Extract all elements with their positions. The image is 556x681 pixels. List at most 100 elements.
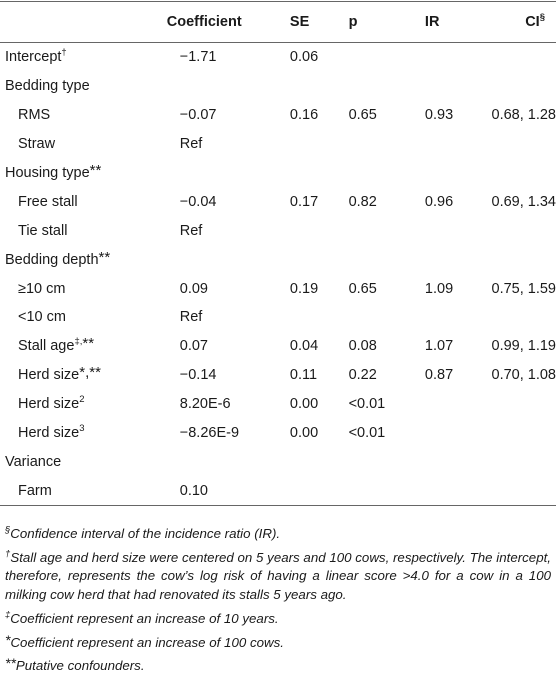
- coef-cell: 0.07: [159, 332, 290, 361]
- ir-cell: [425, 43, 492, 72]
- p-cell: [349, 216, 425, 245]
- footnote-text: Coefficient represent an increase of 10 …: [10, 611, 278, 626]
- row-label: Herd size*,**: [0, 361, 159, 390]
- footnote-text: Stall age and herd size were centered on…: [5, 550, 551, 602]
- table-row: Herd size3 −8.26E-9 0.00 <0.01: [0, 419, 556, 448]
- coef-cell: 8.20E-6: [159, 390, 290, 419]
- table-body: Intercept† −1.71 0.06 Bedding type RMS −…: [0, 43, 556, 506]
- se-cell: [290, 476, 349, 505]
- se-cell: 0.00: [290, 419, 349, 448]
- table-row: ≥10 cm 0.09 0.19 0.65 1.09 0.75, 1.59: [0, 274, 556, 303]
- header-p: p: [349, 2, 425, 43]
- header-ci-mark: §: [540, 12, 545, 23]
- p-cell: 0.65: [349, 101, 425, 130]
- se-cell: 0.04: [290, 332, 349, 361]
- footnote-mark: **: [90, 162, 102, 179]
- footnote-ci: §Confidence interval of the incidence ra…: [5, 525, 551, 544]
- coef-cell: Ref: [159, 303, 290, 332]
- table-row: Herd size*,** −0.14 0.11 0.22 0.87 0.70,…: [0, 361, 556, 390]
- coef-cell: 0.09: [159, 274, 290, 303]
- table-header: Coefficient SE p IR CI§: [0, 2, 556, 43]
- table-footnotes: §Confidence interval of the incidence ra…: [5, 525, 551, 681]
- row-label: Herd size3: [0, 419, 159, 448]
- row-label-text: Herd size: [18, 425, 79, 441]
- ir-cell: 1.07: [425, 332, 492, 361]
- ci-cell: [492, 216, 556, 245]
- coef-cell: Ref: [159, 216, 290, 245]
- se-cell: 0.17: [290, 187, 349, 216]
- group-label-text: Housing type: [5, 165, 90, 181]
- table-row: Straw Ref: [0, 130, 556, 159]
- footnote-mark-confounder: **: [82, 335, 94, 352]
- table-row: Stall age‡,** 0.07 0.04 0.08 1.07 0.99, …: [0, 332, 556, 361]
- header-blank: [0, 2, 159, 43]
- ir-cell: [425, 419, 492, 448]
- ir-cell: [425, 216, 492, 245]
- se-cell: 0.16: [290, 101, 349, 130]
- row-label: <10 cm: [0, 303, 159, 332]
- exponent: 3: [79, 423, 84, 434]
- coef-cell: −0.04: [159, 187, 290, 216]
- group-label: Bedding depth**: [0, 245, 556, 274]
- se-cell: [290, 216, 349, 245]
- p-cell: <0.01: [349, 390, 425, 419]
- table-row: Tie stall Ref: [0, 216, 556, 245]
- ci-cell: 0.70, 1.08: [492, 361, 556, 390]
- coef-cell: −8.26E-9: [159, 419, 290, 448]
- row-label-text: Herd size: [18, 367, 79, 383]
- se-cell: 0.11: [290, 361, 349, 390]
- se-cell: [290, 303, 349, 332]
- se-cell: 0.06: [290, 43, 349, 72]
- exponent: 2: [79, 394, 84, 405]
- row-label: RMS: [0, 101, 159, 130]
- se-cell: 0.19: [290, 274, 349, 303]
- p-cell: 0.82: [349, 187, 425, 216]
- footnote-herd-size: *Coefficient represent an increase of 10…: [5, 634, 551, 653]
- ir-cell: 0.93: [425, 101, 492, 130]
- group-label: Housing type**: [0, 159, 556, 188]
- table-row: Farm 0.10: [0, 476, 556, 505]
- footnote-text: Putative confounders.: [16, 658, 145, 673]
- p-cell: [349, 43, 425, 72]
- group-label: Variance: [0, 447, 556, 476]
- row-label: Tie stall: [0, 216, 159, 245]
- footnote-centering: †Stall age and herd size were centered o…: [5, 549, 551, 605]
- header-ci-label: CI: [525, 14, 540, 30]
- ci-cell: 0.99, 1.19: [492, 332, 556, 361]
- header-coefficient: Coefficient: [159, 2, 290, 43]
- se-cell: [290, 130, 349, 159]
- footnote-text: Confidence interval of the incidence rat…: [10, 526, 280, 541]
- coefficient-table: Coefficient SE p IR CI§ Intercept† −1.71…: [0, 1, 556, 506]
- row-label: Herd size2: [0, 390, 159, 419]
- ci-cell: 0.69, 1.34: [492, 187, 556, 216]
- row-label: Free stall: [0, 187, 159, 216]
- p-cell: 0.08: [349, 332, 425, 361]
- header-ci: CI§: [492, 2, 556, 43]
- row-label: Stall age‡,**: [0, 332, 159, 361]
- ir-cell: 1.09: [425, 274, 492, 303]
- footnote-mark-confounder: ,**: [85, 364, 101, 381]
- table-row: Bedding depth**: [0, 245, 556, 274]
- ci-cell: [492, 476, 556, 505]
- coef-cell: −0.07: [159, 101, 290, 130]
- table-row: Housing type**: [0, 159, 556, 188]
- group-label: Bedding type: [0, 72, 556, 101]
- row-label-text: Herd size: [18, 396, 79, 412]
- ci-cell: 0.75, 1.59: [492, 274, 556, 303]
- ir-cell: [425, 390, 492, 419]
- ir-cell: [425, 476, 492, 505]
- table-row: Variance: [0, 447, 556, 476]
- ir-cell: 0.87: [425, 361, 492, 390]
- row-label: Intercept†: [0, 43, 159, 72]
- footnote-mark: †: [61, 48, 66, 59]
- table-row: Free stall −0.04 0.17 0.82 0.96 0.69, 1.…: [0, 187, 556, 216]
- row-label-text: Intercept: [5, 49, 61, 65]
- header-ir: IR: [425, 2, 492, 43]
- row-label: Straw: [0, 130, 159, 159]
- ci-cell: 0.68, 1.28: [492, 101, 556, 130]
- footnote-mark: **: [5, 655, 16, 671]
- table-row: Intercept† −1.71 0.06: [0, 43, 556, 72]
- p-cell: 0.22: [349, 361, 425, 390]
- ir-cell: [425, 303, 492, 332]
